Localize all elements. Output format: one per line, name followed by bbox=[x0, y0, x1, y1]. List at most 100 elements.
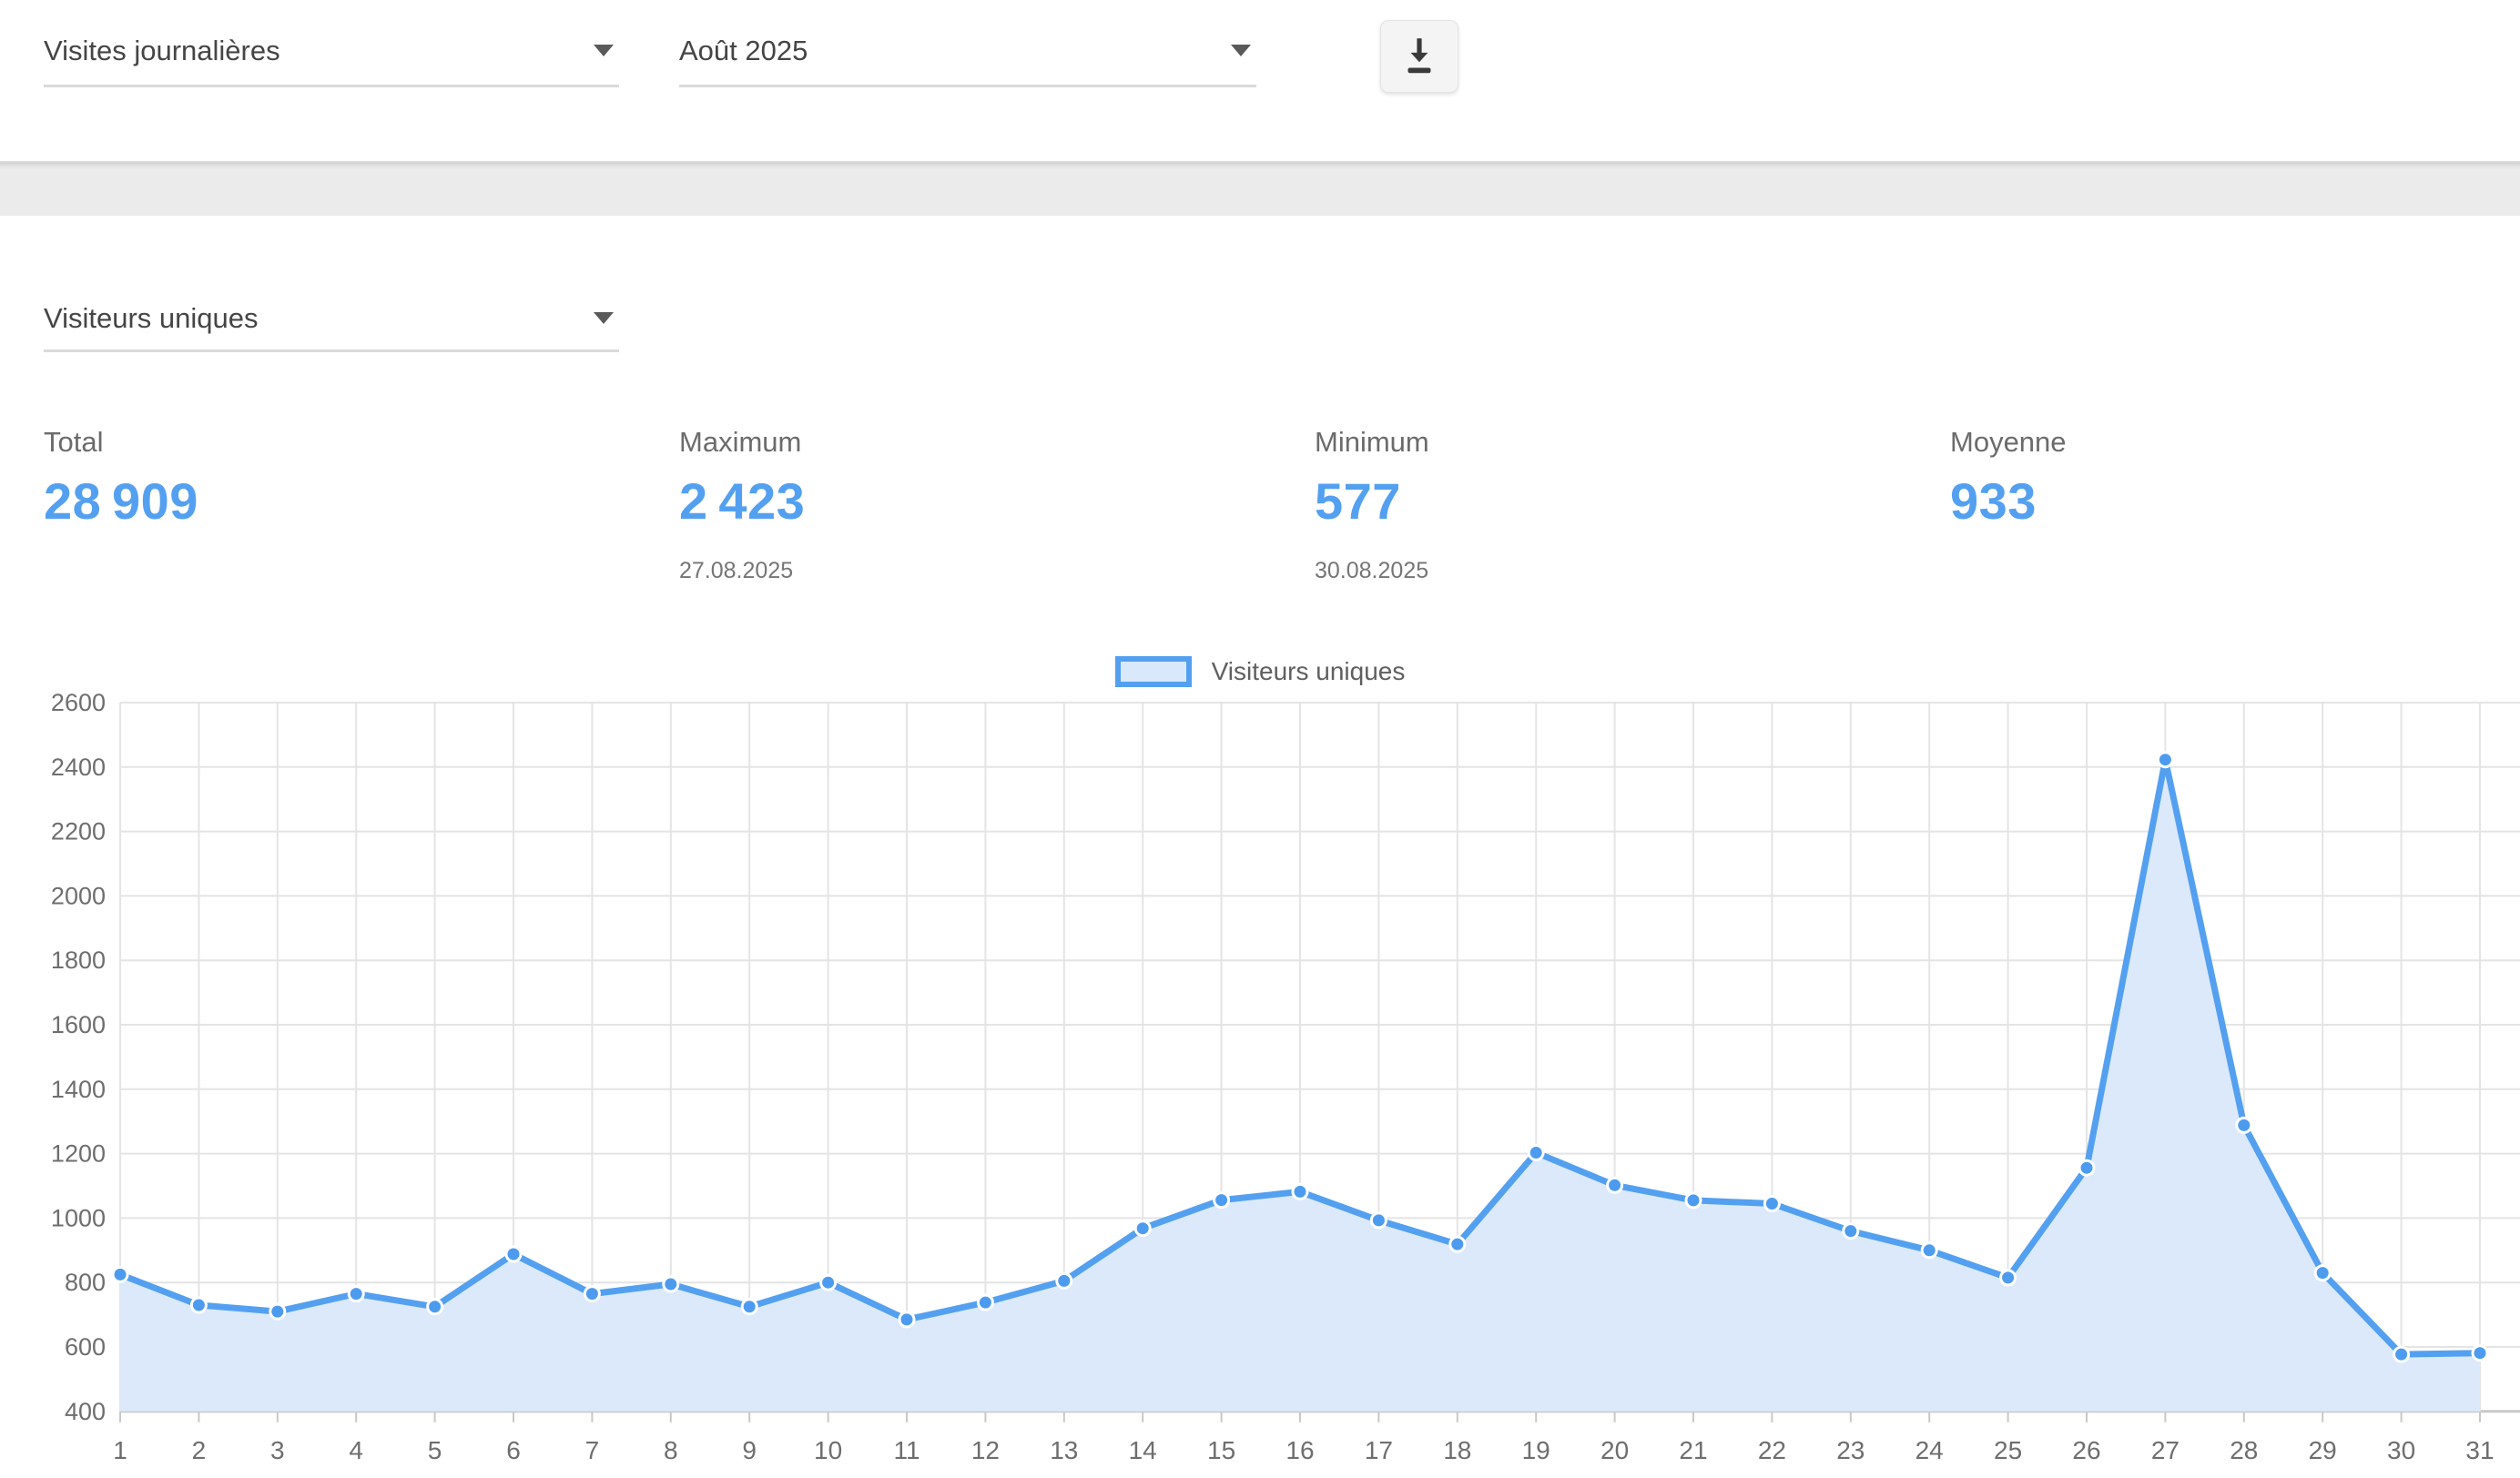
data-point bbox=[898, 1311, 916, 1329]
x-axis-label: 12 bbox=[971, 1436, 1000, 1464]
stat-value: 933 bbox=[1950, 472, 2037, 530]
data-point bbox=[2393, 1345, 2411, 1363]
data-point bbox=[583, 1285, 601, 1303]
data-point bbox=[1999, 1269, 2017, 1287]
y-axis-label: 1600 bbox=[51, 1011, 106, 1038]
download-icon bbox=[1407, 38, 1431, 74]
data-point bbox=[1842, 1222, 1860, 1240]
stat-value: 577 bbox=[1315, 472, 1401, 530]
data-point bbox=[1527, 1144, 1545, 1161]
y-axis-label: 800 bbox=[65, 1269, 106, 1296]
x-axis-label: 30 bbox=[2387, 1436, 2415, 1464]
x-axis-label: 8 bbox=[664, 1436, 678, 1464]
data-point bbox=[426, 1298, 444, 1316]
x-axis-label: 10 bbox=[814, 1436, 842, 1464]
data-point bbox=[1291, 1182, 1309, 1200]
stat-date bbox=[44, 558, 679, 583]
legend-label: Visiteurs uniques bbox=[1211, 657, 1406, 685]
x-axis-label: 22 bbox=[1758, 1436, 1786, 1464]
data-point bbox=[1448, 1235, 1467, 1253]
x-axis-label: 27 bbox=[2151, 1436, 2180, 1464]
x-axis-label: 26 bbox=[2072, 1436, 2100, 1464]
series-points[interactable] bbox=[111, 751, 2489, 1363]
data-point bbox=[819, 1273, 838, 1291]
data-point bbox=[1763, 1195, 1781, 1212]
series-area bbox=[120, 759, 2480, 1412]
x-axis-label: 1 bbox=[113, 1436, 127, 1464]
y-axis-label: 1400 bbox=[51, 1076, 106, 1103]
y-axis-label: 2200 bbox=[51, 818, 106, 845]
chevron-down-icon bbox=[594, 312, 614, 324]
stat-label: Minimum bbox=[1315, 426, 1429, 458]
x-axis-label: 14 bbox=[1129, 1436, 1157, 1464]
y-axis-label: 600 bbox=[65, 1333, 106, 1361]
x-axis-label: 28 bbox=[2230, 1436, 2258, 1464]
stats-row: Total 28 909 Maximum 2 423 27.08.2025 Mi… bbox=[44, 426, 2520, 584]
stat-moyenne: Moyenne 933 bbox=[1950, 426, 2520, 584]
metric-select[interactable]: Visites journalières bbox=[44, 16, 619, 87]
x-axis-label: 2 bbox=[192, 1436, 207, 1464]
data-point bbox=[1055, 1271, 1073, 1290]
data-point bbox=[2313, 1264, 2332, 1282]
stat-date bbox=[1950, 558, 2520, 583]
stat-label: Total bbox=[44, 426, 104, 458]
x-axis-label: 16 bbox=[1285, 1436, 1314, 1464]
data-point bbox=[269, 1302, 287, 1321]
x-axis-label: 13 bbox=[1050, 1436, 1078, 1464]
stat-label: Moyenne bbox=[1950, 426, 2067, 458]
data-point bbox=[1684, 1191, 1702, 1210]
x-axis-label: 29 bbox=[2309, 1436, 2337, 1464]
x-axis-label: 19 bbox=[1522, 1436, 1550, 1464]
x-axis-label: 3 bbox=[270, 1436, 285, 1464]
data-point bbox=[740, 1298, 758, 1316]
x-axis-label: 23 bbox=[1836, 1436, 1865, 1464]
x-axis-label: 21 bbox=[1679, 1436, 1707, 1464]
y-axis-label: 2400 bbox=[51, 754, 106, 781]
y-axis-label: 2600 bbox=[51, 690, 106, 716]
data-point bbox=[504, 1245, 523, 1263]
data-point bbox=[662, 1275, 680, 1293]
x-axis-label: 24 bbox=[1915, 1436, 1944, 1464]
divider-band bbox=[0, 161, 2520, 216]
data-point bbox=[1213, 1191, 1231, 1210]
series-select[interactable]: Visiteurs uniques bbox=[44, 287, 619, 352]
stat-date: 27.08.2025 bbox=[679, 558, 794, 583]
chart-legend: Visiteurs uniques bbox=[0, 652, 2520, 692]
data-point bbox=[976, 1293, 994, 1311]
y-axis-label: 1200 bbox=[51, 1140, 106, 1168]
x-axis-label: 9 bbox=[742, 1436, 757, 1464]
data-point bbox=[2235, 1116, 2253, 1134]
stat-label: Maximum bbox=[679, 426, 802, 458]
stat-value: 28 909 bbox=[44, 472, 198, 530]
stat-minimum: Minimum 577 30.08.2025 bbox=[1315, 426, 1950, 584]
y-axis-label: 1000 bbox=[51, 1204, 106, 1231]
data-point bbox=[1133, 1220, 1152, 1238]
series-select-value: Visiteurs uniques bbox=[44, 301, 259, 334]
x-axis-label: 6 bbox=[506, 1436, 521, 1464]
data-point bbox=[1369, 1211, 1387, 1230]
x-axis-label: 5 bbox=[428, 1436, 442, 1464]
data-point bbox=[2156, 751, 2174, 769]
y-axis-label: 2000 bbox=[51, 882, 106, 909]
chevron-down-icon bbox=[594, 45, 614, 56]
stat-value: 2 423 bbox=[679, 472, 806, 530]
stat-date: 30.08.2025 bbox=[1315, 558, 1429, 583]
x-axis-label: 11 bbox=[893, 1436, 920, 1464]
chevron-down-icon bbox=[1231, 45, 1251, 56]
x-axis-label: 15 bbox=[1207, 1436, 1235, 1464]
data-point bbox=[1920, 1241, 1938, 1260]
data-point bbox=[2471, 1344, 2489, 1362]
data-point bbox=[347, 1285, 365, 1303]
data-point bbox=[111, 1265, 129, 1283]
unique-visitors-chart[interactable]: 2600240022002000180016001400120010008006… bbox=[0, 690, 2520, 1478]
stat-total: Total 28 909 bbox=[44, 426, 679, 584]
x-axis-label: 31 bbox=[2465, 1436, 2494, 1464]
period-select[interactable]: Août 2025 bbox=[679, 16, 1256, 87]
stat-maximum: Maximum 2 423 27.08.2025 bbox=[679, 426, 1315, 584]
y-axis-label: 1800 bbox=[51, 947, 106, 974]
data-point bbox=[1606, 1176, 1624, 1194]
x-axis-label: 7 bbox=[585, 1436, 600, 1464]
download-button[interactable] bbox=[1380, 20, 1458, 93]
x-axis-label: 4 bbox=[349, 1436, 363, 1464]
